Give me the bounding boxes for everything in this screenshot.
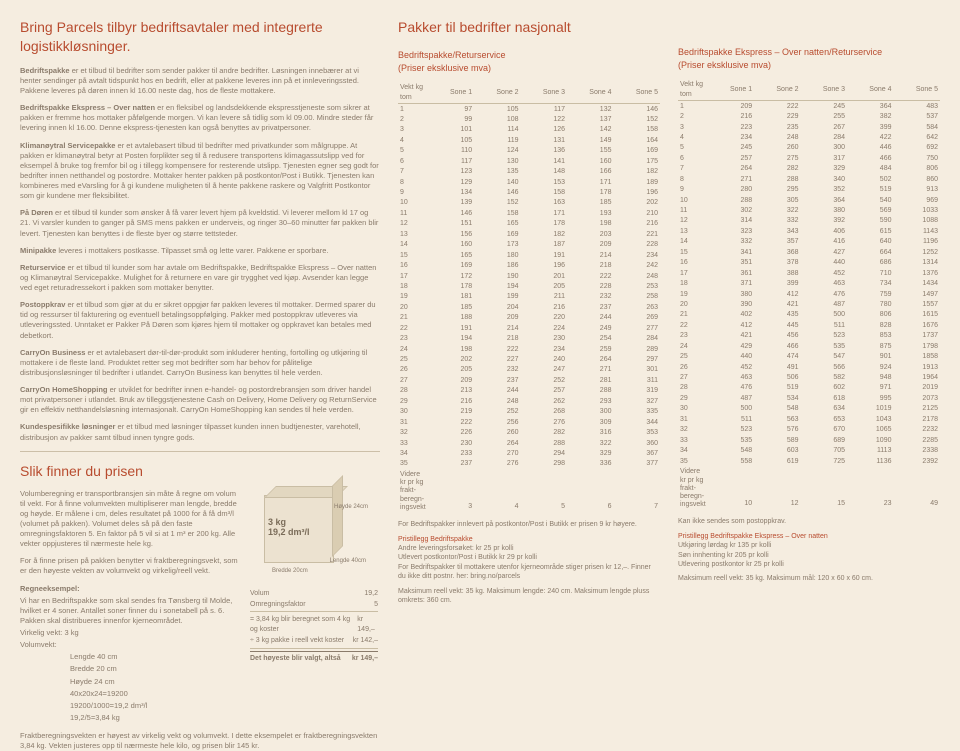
- package-diagram: 3 kg19,2 dm³/l Bredde 20cm Lengde 40cm H…: [250, 489, 370, 584]
- price-table-2: Bedriftspakke Ekspress – Over natten/Ret…: [678, 18, 940, 693]
- para-kundespesifikke: Kundespesifikke løsninger er et tilbud m…: [20, 422, 380, 442]
- divider: [20, 451, 380, 452]
- volume-calc-table: Volum19,2 Omregningsfaktor5 = 3,84 kg bl…: [250, 588, 378, 665]
- regn-footer: Fraktberegningsvekten er høyest av virke…: [20, 731, 380, 751]
- para-ekspress: Bedriftspakke Ekspress – Over natten er …: [20, 103, 380, 133]
- para-doren: På Døren er et tilbud til kunder som øns…: [20, 208, 380, 238]
- right-title: Pakker til bedrifter nasjonalt: [398, 18, 660, 37]
- para-mini: Minipakke leveres i mottakers postkasse.…: [20, 246, 380, 256]
- slik-p1: Volumberegning er transportbransjen sin …: [20, 489, 240, 550]
- para-carryon-business: CarryOn Business er et avtalebasert dør-…: [20, 348, 380, 378]
- para-retur: Returservice er et tilbud til kunder som…: [20, 263, 380, 293]
- para-postoppkrav: Postoppkrav er et tilbud som gjør at du …: [20, 300, 380, 341]
- slik-title: Slik finner du prisen: [20, 462, 380, 481]
- para-klima: Klimanøytral Servicepakke er et avtaleba…: [20, 141, 380, 202]
- slik-p2: For å finne prisen på pakken benytter vi…: [20, 556, 240, 576]
- page-title: Bring Parcels tilbyr bedriftsavtaler med…: [20, 18, 380, 56]
- regneeksempel: Regneeksempel: Vi har en Bedriftspakke s…: [20, 584, 240, 724]
- para-carryon-homeshopping: CarryOn HomeShopping er utviklet for bed…: [20, 385, 380, 415]
- para-bedriftspakke: Bedriftspakke er et tilbud til bedrifter…: [20, 66, 380, 96]
- price-table-1: Pakker til bedrifter nasjonalt Bedriftsp…: [398, 18, 660, 693]
